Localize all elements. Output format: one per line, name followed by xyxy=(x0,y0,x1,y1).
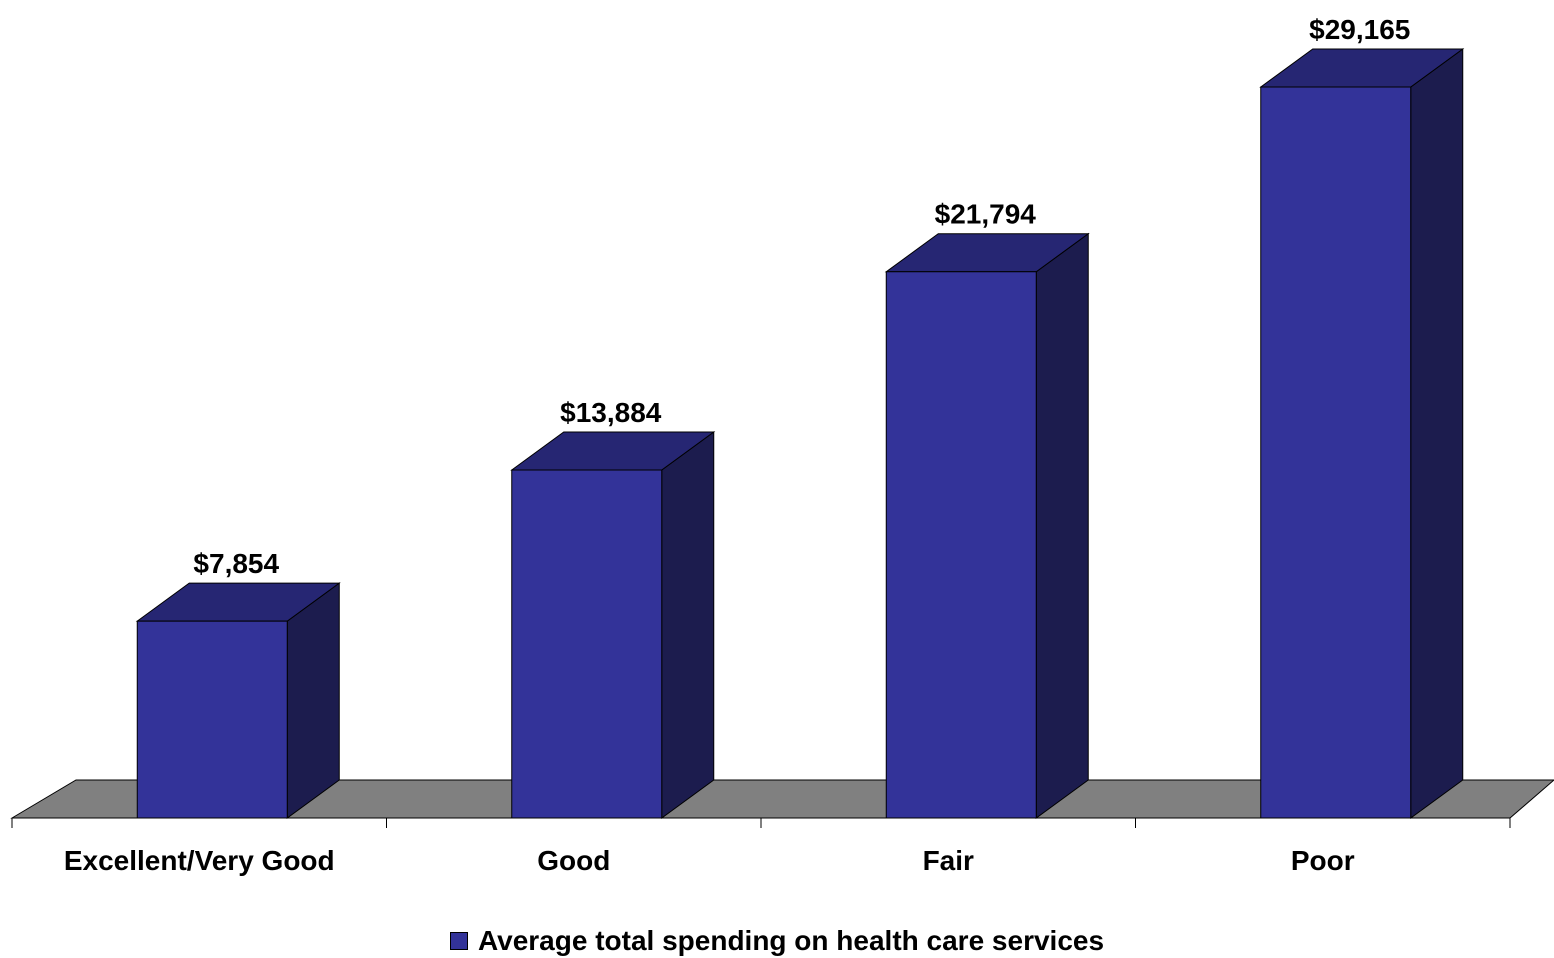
bar-front-face xyxy=(511,469,663,819)
category-label: Good xyxy=(537,845,610,876)
data-label: $21,794 xyxy=(935,199,1037,230)
category-axis xyxy=(11,817,1511,828)
bar xyxy=(510,431,716,819)
bar xyxy=(1259,48,1465,819)
bars-group xyxy=(135,48,1465,819)
bar xyxy=(135,582,341,819)
data-labels-group: $7,854 $13,884 $21,794 $29,165 xyxy=(193,14,1410,579)
category-label: Fair xyxy=(923,845,974,876)
data-label: $13,884 xyxy=(560,397,662,428)
bar-front-face xyxy=(1260,86,1412,819)
bar-side-face xyxy=(286,582,340,819)
data-label: $7,854 xyxy=(193,548,279,579)
legend-label: Average total spending on health care se… xyxy=(477,925,1105,956)
bar-front-face xyxy=(136,620,288,819)
legend-swatch xyxy=(449,932,468,950)
legend: Average total spending on health care se… xyxy=(0,924,1554,958)
bar-side-face xyxy=(1410,48,1464,819)
bar-front-face xyxy=(885,271,1037,819)
category-labels-group: Excellent/Very Good Good Fair Poor xyxy=(64,845,1355,876)
bar xyxy=(884,232,1090,819)
category-label: Poor xyxy=(1291,845,1355,876)
category-label: Excellent/Very Good xyxy=(64,845,335,876)
data-label: $29,165 xyxy=(1309,14,1410,45)
bar-side-face xyxy=(1035,232,1089,819)
bar-side-face xyxy=(661,431,715,819)
